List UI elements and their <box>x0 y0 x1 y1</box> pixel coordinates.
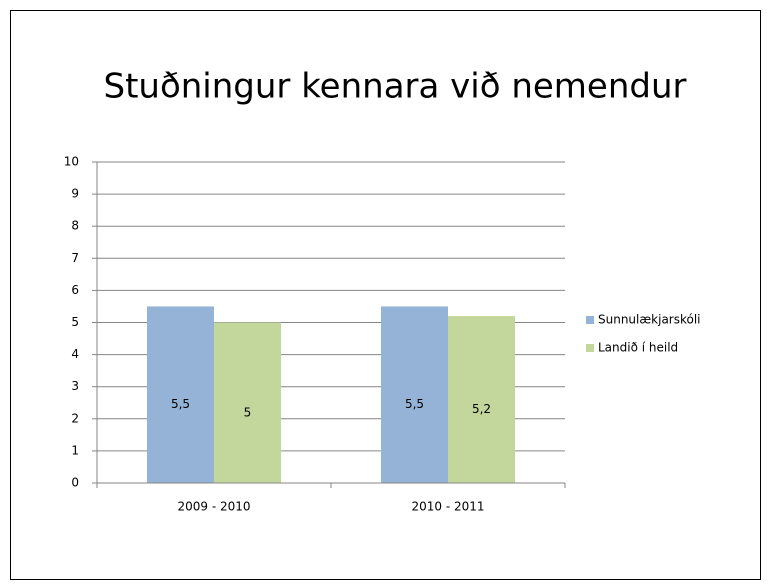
data-label: 5,2 <box>472 402 491 416</box>
data-label: 5,5 <box>405 397 424 411</box>
frame <box>10 10 761 580</box>
y-tick-label: 7 <box>71 251 79 265</box>
legend-label: Landið í heild <box>598 341 678 355</box>
y-tick-label: 1 <box>71 443 79 457</box>
x-tick-label: 2009 - 2010 <box>177 500 250 514</box>
bar <box>214 322 281 483</box>
y-tick-label: 3 <box>71 379 79 393</box>
legend-swatch <box>586 344 594 352</box>
data-label: 5 <box>244 405 252 419</box>
legend-label: Sunnulækjarskóli <box>598 313 701 327</box>
data-label: 5,5 <box>171 397 190 411</box>
bar <box>147 306 214 483</box>
y-tick-label: 5 <box>71 315 79 329</box>
legend-swatch <box>586 316 594 324</box>
bar <box>381 306 448 483</box>
y-tick-label: 4 <box>71 347 79 361</box>
y-tick-label: 6 <box>71 283 79 297</box>
y-tick-label: 2 <box>71 411 79 425</box>
y-tick-label: 9 <box>71 187 79 201</box>
x-tick-label: 2010 - 2011 <box>411 500 484 514</box>
chart-title: Stuðningur kennara við nemendur <box>103 67 686 107</box>
y-tick-label: 10 <box>64 155 79 169</box>
y-tick-label: 0 <box>71 476 79 490</box>
bar <box>448 316 515 483</box>
y-tick-label: 8 <box>71 219 79 233</box>
